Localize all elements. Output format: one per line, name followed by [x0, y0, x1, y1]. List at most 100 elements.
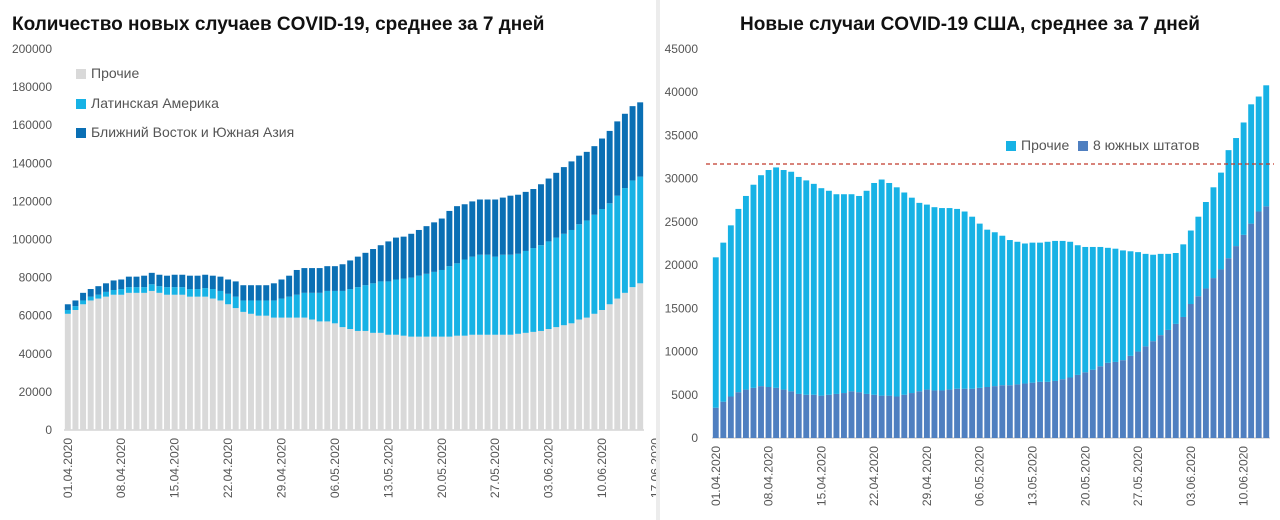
bar-segment: [446, 210, 453, 267]
bar-segment: [969, 216, 976, 389]
bar-segment: [1112, 248, 1119, 362]
legend-swatch: [76, 128, 86, 138]
bar-segment: [339, 327, 346, 430]
bar-segment: [1104, 362, 1111, 438]
bar-segment: [446, 266, 453, 337]
bar-segment: [893, 396, 900, 438]
bar-segment: [415, 336, 422, 430]
bar-segment: [818, 395, 825, 438]
bar-segment: [438, 269, 445, 337]
bar-segment: [362, 285, 369, 331]
bar-segment: [1187, 230, 1194, 305]
y-tick-label: 0: [45, 423, 52, 437]
bar-segment: [255, 285, 262, 301]
bar-segment: [278, 279, 285, 299]
bar-segment: [217, 276, 224, 291]
bar-segment: [499, 334, 506, 430]
bar-segment: [742, 195, 749, 390]
bar-segment: [923, 204, 930, 390]
y-tick-label: 30000: [665, 172, 699, 186]
bar-segment: [377, 245, 384, 282]
bar-segment: [1233, 246, 1240, 438]
bar-segment: [248, 313, 254, 430]
bar-segment: [568, 161, 575, 230]
bar-segment: [156, 286, 163, 293]
bar-segment: [803, 394, 810, 438]
legend-swatch: [76, 99, 86, 109]
bar-segment: [735, 208, 742, 393]
bar-segment: [878, 179, 885, 396]
bar-segment: [1112, 361, 1119, 438]
bar-segment: [961, 388, 968, 438]
legend-label: 8 южных штатов: [1093, 137, 1200, 153]
bar-segment: [1142, 253, 1149, 347]
bar-segment: [248, 285, 254, 301]
y-tick-label: 140000: [12, 156, 52, 170]
bar-segment: [795, 176, 802, 394]
x-tick-label: 15.04.2020: [814, 446, 828, 506]
bar-segment: [141, 292, 148, 430]
bar-segment: [923, 389, 930, 438]
x-tick-label: 27.05.2020: [1131, 446, 1145, 506]
bar-segment: [431, 336, 438, 430]
bar-segment: [1120, 250, 1126, 361]
bar-segment: [750, 387, 757, 438]
bar-segment: [1059, 379, 1066, 438]
left-chart-plot: 0 20000 40000 60000 80000 100000 120000 140000 1…: [12, 42, 656, 498]
bar-segment: [871, 182, 878, 395]
bar-segment: [103, 296, 109, 430]
bar-segment: [969, 388, 976, 438]
bar-segment: [232, 281, 239, 297]
bar-segment: [1014, 384, 1021, 438]
bar-segment: [209, 289, 216, 299]
bar-segment: [1172, 253, 1179, 324]
bar-segment: [179, 274, 186, 288]
bar-segment: [423, 336, 430, 430]
bar-segment: [492, 334, 499, 430]
bar-segment: [788, 391, 795, 438]
bar-segment: [916, 202, 923, 392]
bar-segment: [370, 249, 377, 284]
bar-segment: [370, 283, 377, 333]
bar-segment: [530, 248, 537, 332]
bar-segment: [908, 393, 915, 438]
bar-segment: [499, 254, 506, 335]
bar-segment: [454, 335, 460, 430]
bar-segment: [423, 226, 430, 274]
bar-segment: [1052, 240, 1059, 381]
y-tick-label: 120000: [12, 194, 52, 208]
bar-segment: [469, 201, 476, 257]
bar-segment: [309, 292, 315, 320]
bar-segment: [64, 304, 71, 310]
bar-segment: [712, 257, 719, 408]
y-tick-label: 25000: [665, 215, 699, 229]
bar-segment: [606, 130, 613, 204]
x-tick-label: 13.05.2020: [381, 438, 395, 498]
y-tick-label: 20000: [19, 385, 53, 399]
bar-segment: [461, 204, 468, 260]
bar-segment: [946, 208, 953, 390]
bar-segment: [408, 336, 415, 430]
bar-segment: [1255, 211, 1262, 438]
bar-segment: [461, 259, 468, 336]
panel-divider: [656, 0, 660, 520]
bar-segment: [133, 276, 140, 288]
bar-segment: [438, 218, 445, 270]
bar-segment: [833, 194, 840, 394]
bar-segment: [148, 272, 155, 285]
bar-segment: [773, 167, 780, 388]
bar-segment: [293, 317, 300, 430]
bar-segment: [240, 311, 247, 430]
bar-segment: [939, 208, 945, 391]
bar-segment: [240, 300, 247, 312]
bar-segment: [125, 292, 132, 430]
bar-segment: [629, 106, 636, 181]
legend-label: Латинская Америка: [91, 95, 219, 111]
bar-segment: [1202, 288, 1209, 438]
bar-segment: [248, 300, 254, 314]
bar-segment: [637, 176, 644, 284]
bar-segment: [515, 333, 522, 430]
bar-segment: [568, 323, 575, 430]
bar-segment: [1006, 385, 1013, 438]
bar-segment: [765, 170, 772, 387]
